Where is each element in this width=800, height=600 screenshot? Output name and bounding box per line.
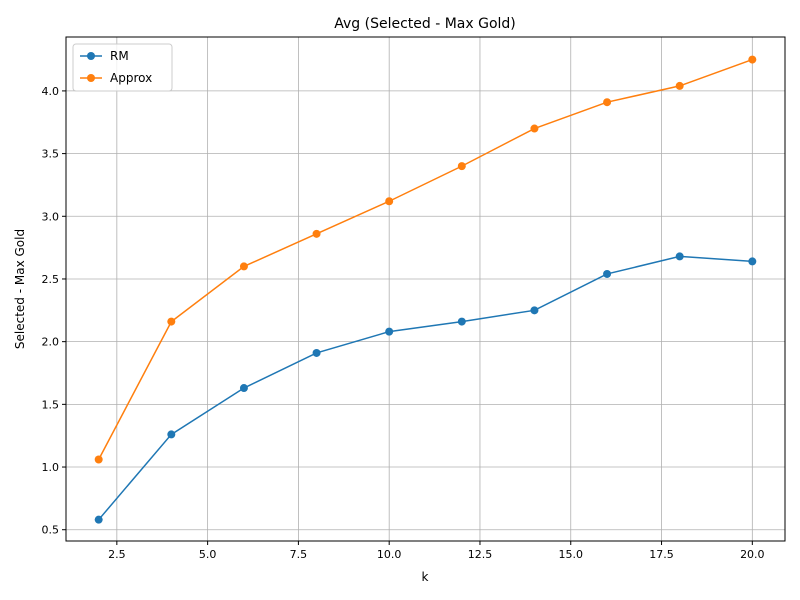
- data-point-rm: [530, 306, 539, 315]
- data-point-approx: [167, 317, 176, 326]
- legend: RM Approx: [72, 43, 173, 92]
- data-point-approx: [385, 197, 394, 206]
- data-point-rm: [239, 384, 248, 393]
- data-point-rm: [385, 327, 394, 336]
- legend-label-approx: Approx: [110, 71, 152, 85]
- y-tick-label: 1.0: [42, 461, 60, 474]
- data-point-rm: [675, 252, 684, 261]
- x-tick-label: 2.5: [108, 548, 126, 561]
- data-point-approx: [457, 162, 466, 171]
- x-axis-ticks: 2.5 5.0 7.5 10.0 12.5 15.0 17.5 20.0: [108, 541, 765, 561]
- x-tick-label: 15.0: [559, 548, 584, 561]
- y-tick-label: 4.0: [42, 85, 60, 98]
- data-point-approx: [312, 229, 321, 238]
- y-tick-label: 3.5: [42, 148, 60, 161]
- data-point-rm: [94, 515, 103, 524]
- x-tick-label: 7.5: [290, 548, 308, 561]
- y-tick-label: 0.5: [42, 524, 60, 537]
- data-point-rm: [603, 269, 612, 278]
- y-tick-label: 3.0: [42, 210, 60, 223]
- legend-marker-rm: [87, 52, 95, 60]
- data-point-approx: [748, 55, 757, 64]
- y-tick-label: 2.5: [42, 273, 60, 286]
- legend-marker-approx: [87, 74, 95, 82]
- x-tick-label: 20.0: [740, 548, 765, 561]
- data-point-approx: [94, 455, 103, 464]
- y-tick-label: 1.5: [42, 398, 60, 411]
- data-point-rm: [457, 317, 466, 326]
- legend-label-rm: RM: [110, 49, 129, 63]
- plot-frame: [65, 36, 786, 542]
- series-layer: [94, 55, 757, 524]
- x-tick-label: 12.5: [468, 548, 493, 561]
- grid-lines: [66, 37, 785, 541]
- x-axis-label: k: [422, 570, 429, 584]
- data-point-approx: [675, 81, 684, 90]
- data-point-approx: [603, 98, 612, 107]
- data-point-approx: [239, 262, 248, 271]
- y-axis-label: Selected - Max Gold: [13, 229, 27, 349]
- series-line-approx: [98, 58, 753, 460]
- y-axis-ticks: 0.5 1.0 1.5 2.0 2.5 3.0 3.5 4.0: [42, 85, 66, 537]
- x-tick-label: 5.0: [199, 548, 217, 561]
- data-point-rm: [312, 348, 321, 357]
- data-point-rm: [167, 430, 176, 439]
- x-tick-label: 10.0: [377, 548, 402, 561]
- data-point-rm: [748, 257, 757, 266]
- x-tick-label: 17.5: [649, 548, 674, 561]
- chart-title: Avg (Selected - Max Gold): [334, 16, 516, 32]
- series-line-rm: [98, 255, 753, 521]
- y-tick-label: 2.0: [42, 336, 60, 349]
- data-point-approx: [530, 124, 539, 133]
